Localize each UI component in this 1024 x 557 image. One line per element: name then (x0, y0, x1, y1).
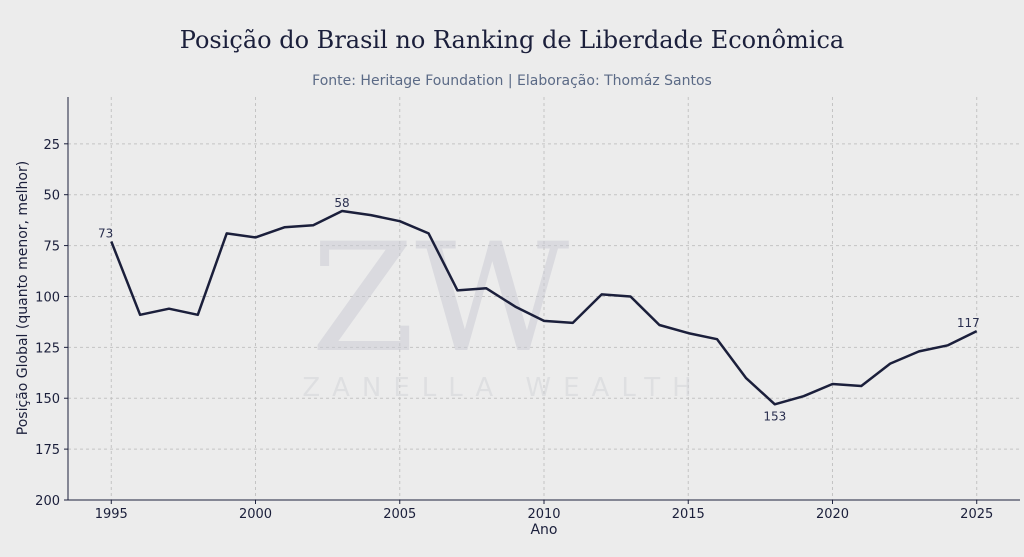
y-tick-label: 125 (35, 341, 60, 356)
y-axis-label: Posição Global (quanto menor, melhor) (15, 161, 31, 435)
watermark: ZW ZANELLA WEALTH (302, 212, 703, 403)
y-tick-label: 175 (35, 443, 60, 458)
series-line (110, 209, 978, 406)
y-tick-label: 100 (35, 290, 60, 305)
chart-title: Posição do Brasil no Ranking de Liberdad… (179, 26, 845, 54)
data-label: 73 (98, 227, 113, 241)
y-tick-label: 150 (35, 392, 60, 407)
x-tick-label: 1995 (95, 507, 128, 522)
watermark-monogram: ZW (311, 212, 569, 386)
y-tick-label: 25 (43, 138, 60, 153)
grid (68, 97, 1020, 501)
x-axis-label: Ano (530, 522, 557, 538)
x-tick-label: 2015 (672, 507, 705, 522)
x-tick-label: 2025 (960, 507, 993, 522)
y-tick-label: 75 (43, 240, 60, 255)
x-tick-label: 2000 (239, 507, 272, 522)
data-label: 153 (763, 409, 786, 423)
watermark-text: ZANELLA WEALTH (302, 373, 703, 403)
data-label: 58 (334, 196, 349, 210)
y-tick-label: 50 (43, 189, 60, 204)
chart-subtitle: Fonte: Heritage Foundation | Elaboração:… (312, 73, 712, 89)
x-tick-label: 2010 (527, 507, 560, 522)
data-label: 117 (957, 316, 980, 330)
y-tick-label: 200 (35, 494, 60, 509)
x-tick-label: 2005 (383, 507, 416, 522)
x-tick-label: 2020 (816, 507, 849, 522)
